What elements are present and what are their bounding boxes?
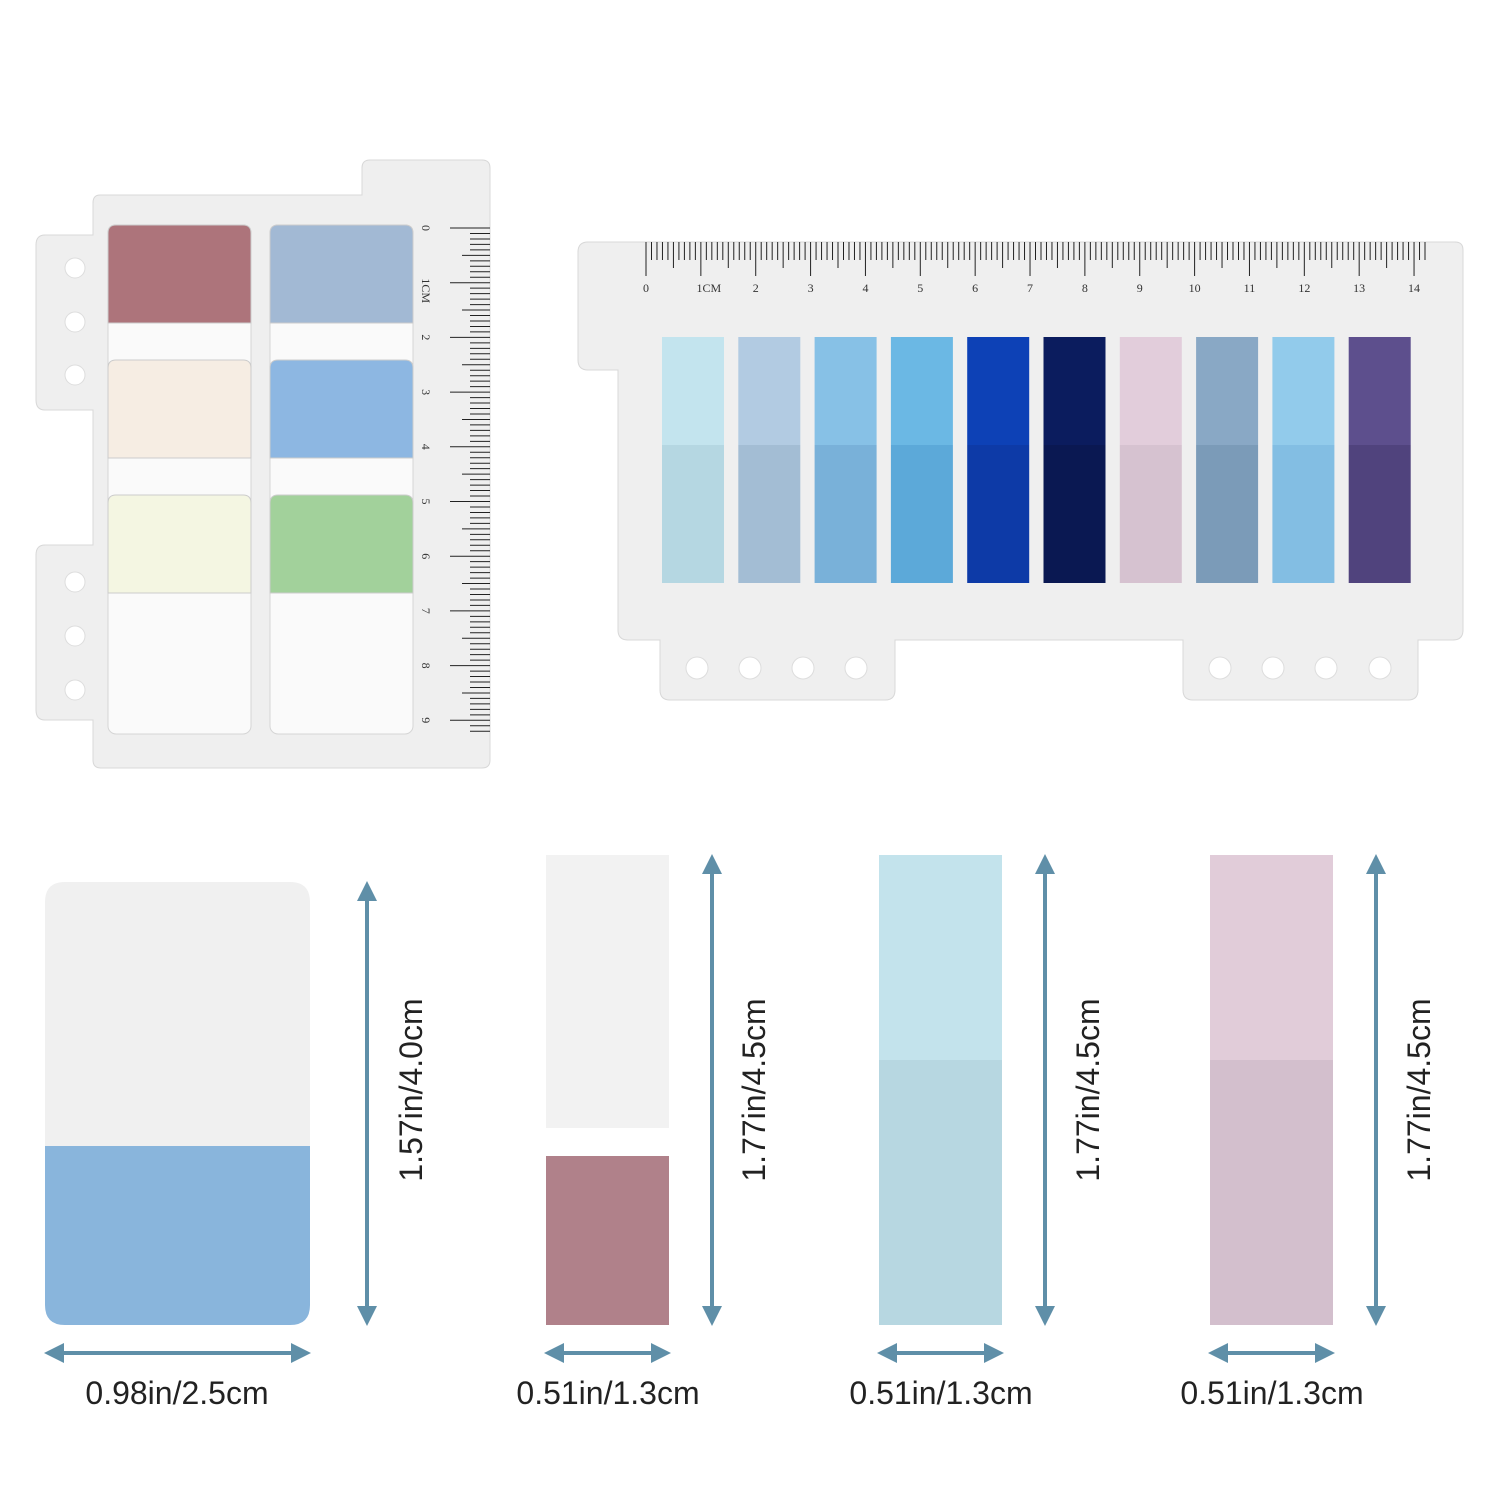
strip-top xyxy=(1272,337,1335,445)
strip-top xyxy=(1043,337,1106,445)
width-label: 0.98in/2.5cm xyxy=(85,1375,268,1411)
width-label: 0.51in/1.3cm xyxy=(849,1375,1032,1411)
strip-top xyxy=(1348,337,1411,445)
ruler-label: 5 xyxy=(419,499,433,505)
height-label: 1.77in/4.5cm xyxy=(1401,998,1437,1181)
ruler-label: 1CM xyxy=(697,281,722,295)
dimensions: 0.98in/2.5cm 1.57in/4.0cm 0.51in/1.3cm 1.77… xyxy=(44,854,1437,1411)
left-card xyxy=(35,159,491,769)
strip-top xyxy=(1196,337,1259,445)
tab-color xyxy=(269,359,414,459)
strip-top xyxy=(662,337,724,445)
tab-color xyxy=(269,224,414,324)
right-strips xyxy=(662,337,1411,583)
ruler-label: 2 xyxy=(753,281,759,295)
height-label: 1.77in/4.5cm xyxy=(736,998,772,1181)
width-label: 0.51in/1.3cm xyxy=(1180,1375,1363,1411)
ruler-label: 13 xyxy=(1353,281,1365,295)
ruler-label: 6 xyxy=(419,553,433,559)
ruler-label: 8 xyxy=(1082,281,1088,295)
strip-top xyxy=(1119,337,1182,445)
tab-color xyxy=(269,494,414,594)
ruler-label: 14 xyxy=(1408,281,1420,295)
strip-top xyxy=(738,337,801,445)
strip-bottom xyxy=(967,445,1030,583)
ruler-label: 0 xyxy=(419,225,433,231)
strip-bottom xyxy=(1196,445,1259,583)
ruler-label: 5 xyxy=(917,281,923,295)
strip-bottom xyxy=(738,445,801,583)
ruler-label: 9 xyxy=(1137,281,1143,295)
right-ruler: 0 1CM 2 3 4 5 6 7 8 9 10 11 12 13 14 xyxy=(643,242,1426,295)
ruler-label: 10 xyxy=(1189,281,1201,295)
left-ruler: 0 1CM 2 3 4 5 6 7 8 9 xyxy=(419,225,490,732)
ruler-label: 6 xyxy=(972,281,978,295)
ruler-label: 0 xyxy=(643,281,649,295)
strip-bottom xyxy=(1348,445,1411,583)
ruler-label: 4 xyxy=(862,281,868,295)
ruler-label: 8 xyxy=(419,663,433,669)
strip-bottom xyxy=(1119,445,1182,583)
height-label: 1.57in/4.0cm xyxy=(393,998,429,1181)
samples xyxy=(45,855,1333,1325)
ruler-label: 9 xyxy=(419,717,433,723)
ruler-label: 3 xyxy=(419,389,433,395)
tab-color xyxy=(107,494,252,594)
strip-bottom xyxy=(1043,445,1106,583)
strip-top xyxy=(967,337,1030,445)
strip-top xyxy=(890,337,953,445)
ruler-label: 7 xyxy=(419,608,433,614)
ruler-label: 3 xyxy=(808,281,814,295)
ruler-label: 11 xyxy=(1244,281,1256,295)
width-label: 0.51in/1.3cm xyxy=(516,1375,699,1411)
strip-bottom xyxy=(890,445,953,583)
strip-bottom xyxy=(1272,445,1335,583)
ruler-label: 7 xyxy=(1027,281,1033,295)
strip-bottom xyxy=(814,445,877,583)
ruler-label: 12 xyxy=(1298,281,1310,295)
left-tabs xyxy=(107,224,414,735)
strip-bottom xyxy=(662,445,724,583)
strip-top xyxy=(814,337,877,445)
height-label: 1.77in/4.5cm xyxy=(1070,998,1106,1181)
ruler-label: 2 xyxy=(419,334,433,340)
ruler-label: 1CM xyxy=(419,278,433,303)
tab-color xyxy=(107,359,252,459)
tab-color xyxy=(107,224,252,324)
ruler-label: 4 xyxy=(419,444,433,450)
